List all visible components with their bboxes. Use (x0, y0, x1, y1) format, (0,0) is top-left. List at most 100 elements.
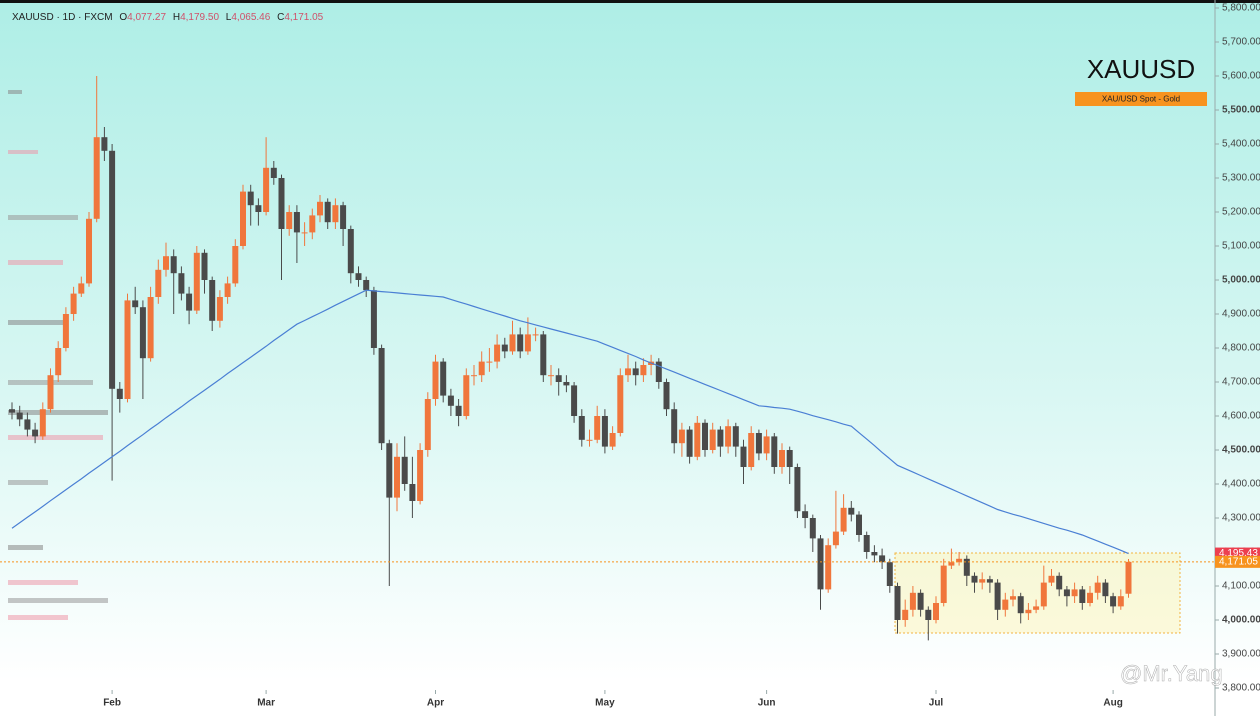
candle-body (632, 368, 639, 376)
candle-body (1071, 589, 1078, 597)
candle-body (386, 443, 393, 498)
candle-body (1063, 589, 1070, 597)
candle-body (93, 137, 100, 219)
candle-body (424, 399, 431, 450)
candle-body (432, 361, 439, 399)
candle-body (501, 344, 508, 352)
header-h: H (173, 12, 180, 23)
candle-body (370, 290, 377, 348)
header-low: 4,065.46 (231, 12, 270, 23)
candle-body (694, 422, 701, 457)
candle-body (463, 375, 470, 416)
candle-body (193, 252, 200, 311)
candle-body (601, 416, 608, 447)
candle-body (116, 388, 123, 399)
candle-body (986, 579, 993, 583)
candle-body (940, 565, 947, 603)
candle-body (324, 201, 331, 223)
candle-body (186, 293, 193, 311)
header-l: L (226, 12, 232, 23)
candle-body (247, 191, 254, 206)
candle-body (163, 256, 169, 270)
candle-body (293, 212, 300, 233)
candle-body (394, 456, 400, 498)
candle-body (832, 531, 839, 546)
x-tick-label: Jul (929, 698, 944, 709)
candle-body (409, 484, 416, 501)
candle-body (578, 416, 585, 440)
vp-bar (8, 410, 108, 415)
watermark: @Mr.Yang (1120, 661, 1223, 686)
candle-body (902, 609, 909, 620)
candle-body (332, 205, 339, 223)
candle-body (224, 283, 231, 297)
y-tick-label: 4,800.00 (1222, 343, 1260, 354)
candle-body (232, 246, 239, 284)
y-tick-label: 4,300.00 (1222, 513, 1260, 524)
candle-body (16, 412, 23, 420)
legend-tag-bg (1075, 92, 1207, 106)
candle-body (540, 334, 547, 376)
candle-body (447, 395, 454, 406)
candle-body (956, 558, 963, 563)
header-close: 4,171.05 (284, 12, 323, 23)
y-tick-label: 4,400.00 (1222, 479, 1260, 490)
candle-body (9, 409, 15, 413)
candle-body (678, 429, 685, 444)
candle-body (478, 361, 485, 376)
candle-body (1079, 589, 1086, 603)
candle-body (563, 382, 570, 386)
candle-body (301, 232, 308, 234)
candle-body (663, 382, 670, 410)
candle-body (455, 405, 462, 416)
candle-body (809, 518, 816, 539)
candle-body (216, 297, 223, 321)
y-tick-label: 4,900.00 (1222, 309, 1260, 320)
vp-bar (8, 215, 78, 220)
watermark-group: @Mr.Yang (1097, 661, 1223, 686)
candle-body (270, 167, 277, 178)
candle-body (786, 450, 793, 467)
candle-body (1125, 561, 1132, 594)
top-border (0, 0, 1260, 3)
candle-body (178, 273, 185, 294)
y-tick-label: 5,500.00 (1222, 105, 1260, 116)
y-tick-label: 4,600.00 (1222, 411, 1260, 422)
candle-body (755, 433, 762, 454)
candle-body (471, 375, 477, 377)
watermark-icon (1097, 666, 1115, 684)
candle-body (62, 314, 69, 348)
candle-body (717, 429, 724, 447)
candle-body (494, 344, 501, 362)
candle-body (702, 422, 708, 450)
vp-bar (8, 435, 103, 440)
candle-body (39, 409, 46, 437)
candle-body (725, 426, 732, 447)
candle-body (994, 582, 1001, 610)
y-tick-label: 5,600.00 (1222, 71, 1260, 82)
header-c: C (277, 12, 284, 23)
candle-body (1117, 596, 1124, 607)
header: XAUUSD · 1D · FXCM O4,077.27 H4,179.50 L… (12, 12, 324, 23)
candle-body (309, 215, 316, 233)
candle-body (255, 205, 262, 212)
y-tick-label: 5,400.00 (1222, 139, 1260, 150)
candle-body (147, 297, 154, 359)
candle-body (655, 361, 662, 382)
candle-body (363, 280, 370, 291)
candle-body (879, 555, 886, 563)
ma-price-label: 4,195.43 (1219, 548, 1258, 559)
candle-body (524, 334, 531, 352)
candle-body (594, 416, 601, 440)
candle-body (55, 348, 62, 376)
candle-body (886, 562, 893, 586)
vp-bar (8, 615, 68, 620)
candle-body (555, 375, 562, 382)
candle-body (317, 201, 323, 216)
candle-body (486, 361, 493, 363)
candle-body (32, 429, 39, 437)
candle-body (1056, 575, 1063, 590)
vp-bar (8, 150, 38, 154)
